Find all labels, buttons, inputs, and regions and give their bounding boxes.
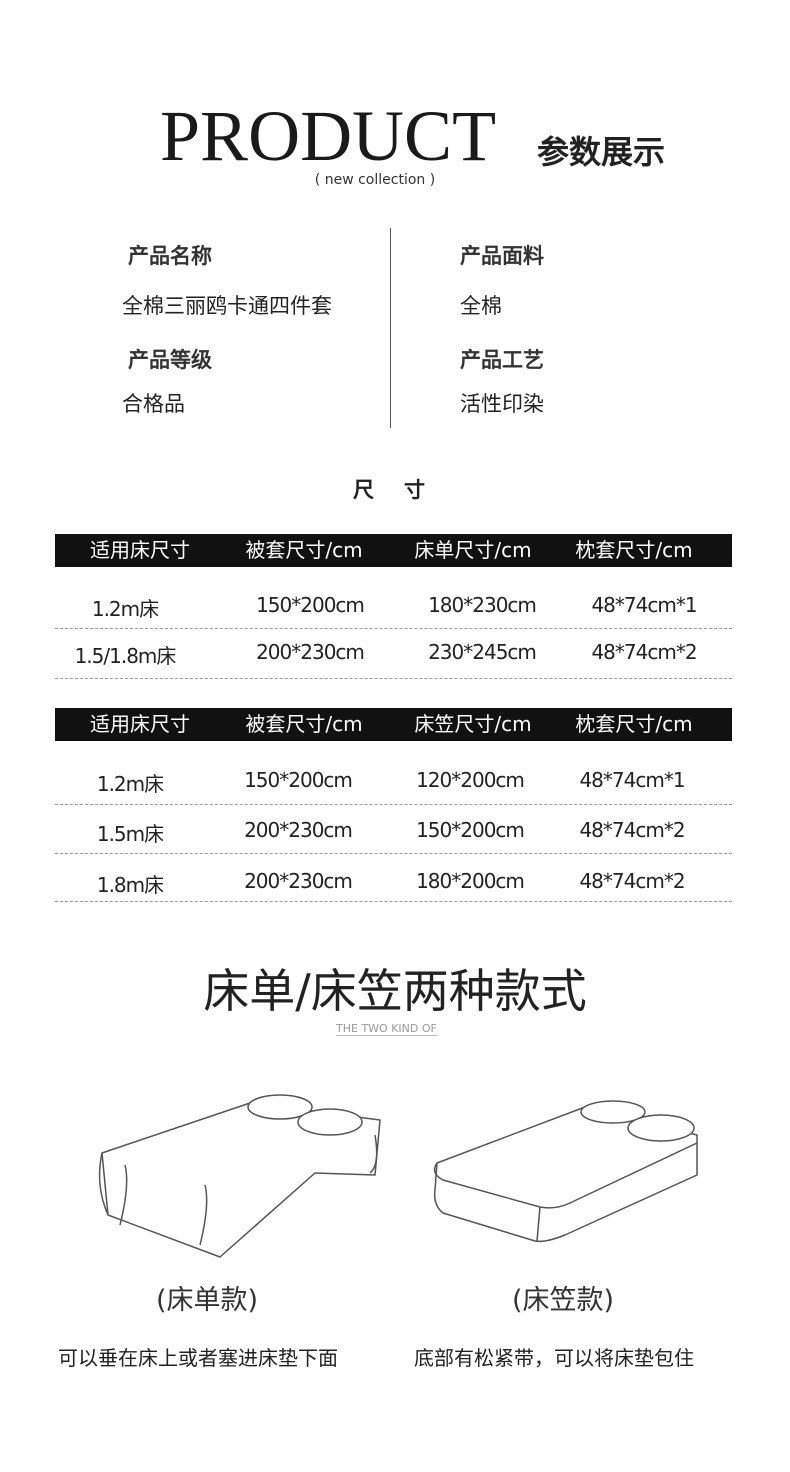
column-header: 床单尺寸/cm [414,538,532,562]
flat-sheet-caption: (床单款) [156,1285,259,1316]
column-header: 床笠尺寸/cm [414,712,532,736]
row-divider [55,804,732,805]
table1-header: 适用床尺寸 被套尺寸/cm 床单尺寸/cm 枕套尺寸/cm [55,534,732,567]
table2-header: 适用床尺寸 被套尺寸/cm 床笠尺寸/cm 枕套尺寸/cm [55,708,732,741]
table-cell: 150*200cm [256,593,365,617]
styles-title: 床单/床笠两种款式 [203,964,587,1018]
info-value: 全棉 [460,294,502,318]
info-value: 合格品 [122,392,185,416]
styles-subtitle: THE TWO KIND OF [336,1022,437,1036]
fitted-sheet-illustration [433,1100,698,1243]
table-cell: 200*230cm [256,640,365,664]
table-cell: 180*230cm [428,593,537,617]
info-value: 活性印染 [460,392,544,416]
table-cell: 1.5/1.8m床 [74,644,177,668]
info-label: 产品名称 [128,244,212,268]
table-cell: 180*200cm [416,869,525,893]
title-en: PRODUCT [160,96,497,176]
fitted-sheet-desc: 底部有松紧带，可以将床垫包住 [414,1346,694,1370]
column-header: 枕套尺寸/cm [575,712,693,736]
column-header: 被套尺寸/cm [245,538,363,562]
title-cn: 参数展示 [537,133,666,171]
column-header: 枕套尺寸/cm [575,538,693,562]
fitted-sheet-caption: (床笠款) [512,1285,615,1316]
table-cell: 48*74cm*2 [591,640,697,664]
table-cell: 1.5m床 [96,822,164,846]
table-cell: 48*74cm*2 [579,818,685,842]
row-divider [55,678,732,679]
column-header: 适用床尺寸 [90,538,190,562]
table-cell: 1.2m床 [91,597,159,621]
table-cell: 1.8m床 [96,873,164,897]
table-cell: 48*74cm*1 [579,768,685,792]
table-cell: 1.2m床 [96,772,164,796]
info-label: 产品面料 [460,244,544,268]
table-cell: 150*200cm [244,768,353,792]
row-divider [55,853,732,854]
flat-sheet-illustration [98,1094,381,1258]
column-header: 适用床尺寸 [90,712,190,736]
info-label: 产品工艺 [460,348,544,372]
divider [390,228,391,428]
subtitle: ( new collection ) [314,172,436,188]
table-cell: 200*230cm [244,869,353,893]
table-cell: 150*200cm [416,818,525,842]
row-divider [55,628,732,629]
table-cell: 200*230cm [244,818,353,842]
table-cell: 230*245cm [428,640,537,664]
info-value: 全棉三丽鸥卡通四件套 [122,294,332,318]
table-cell: 48*74cm*1 [591,593,697,617]
row-divider [55,901,732,902]
flat-sheet-desc: 可以垂在床上或者塞进床垫下面 [58,1346,338,1370]
table-cell: 48*74cm*2 [579,869,685,893]
info-label: 产品等级 [128,348,212,372]
size-heading: 尺寸 [353,478,455,502]
column-header: 被套尺寸/cm [245,712,363,736]
table-cell: 120*200cm [416,768,525,792]
